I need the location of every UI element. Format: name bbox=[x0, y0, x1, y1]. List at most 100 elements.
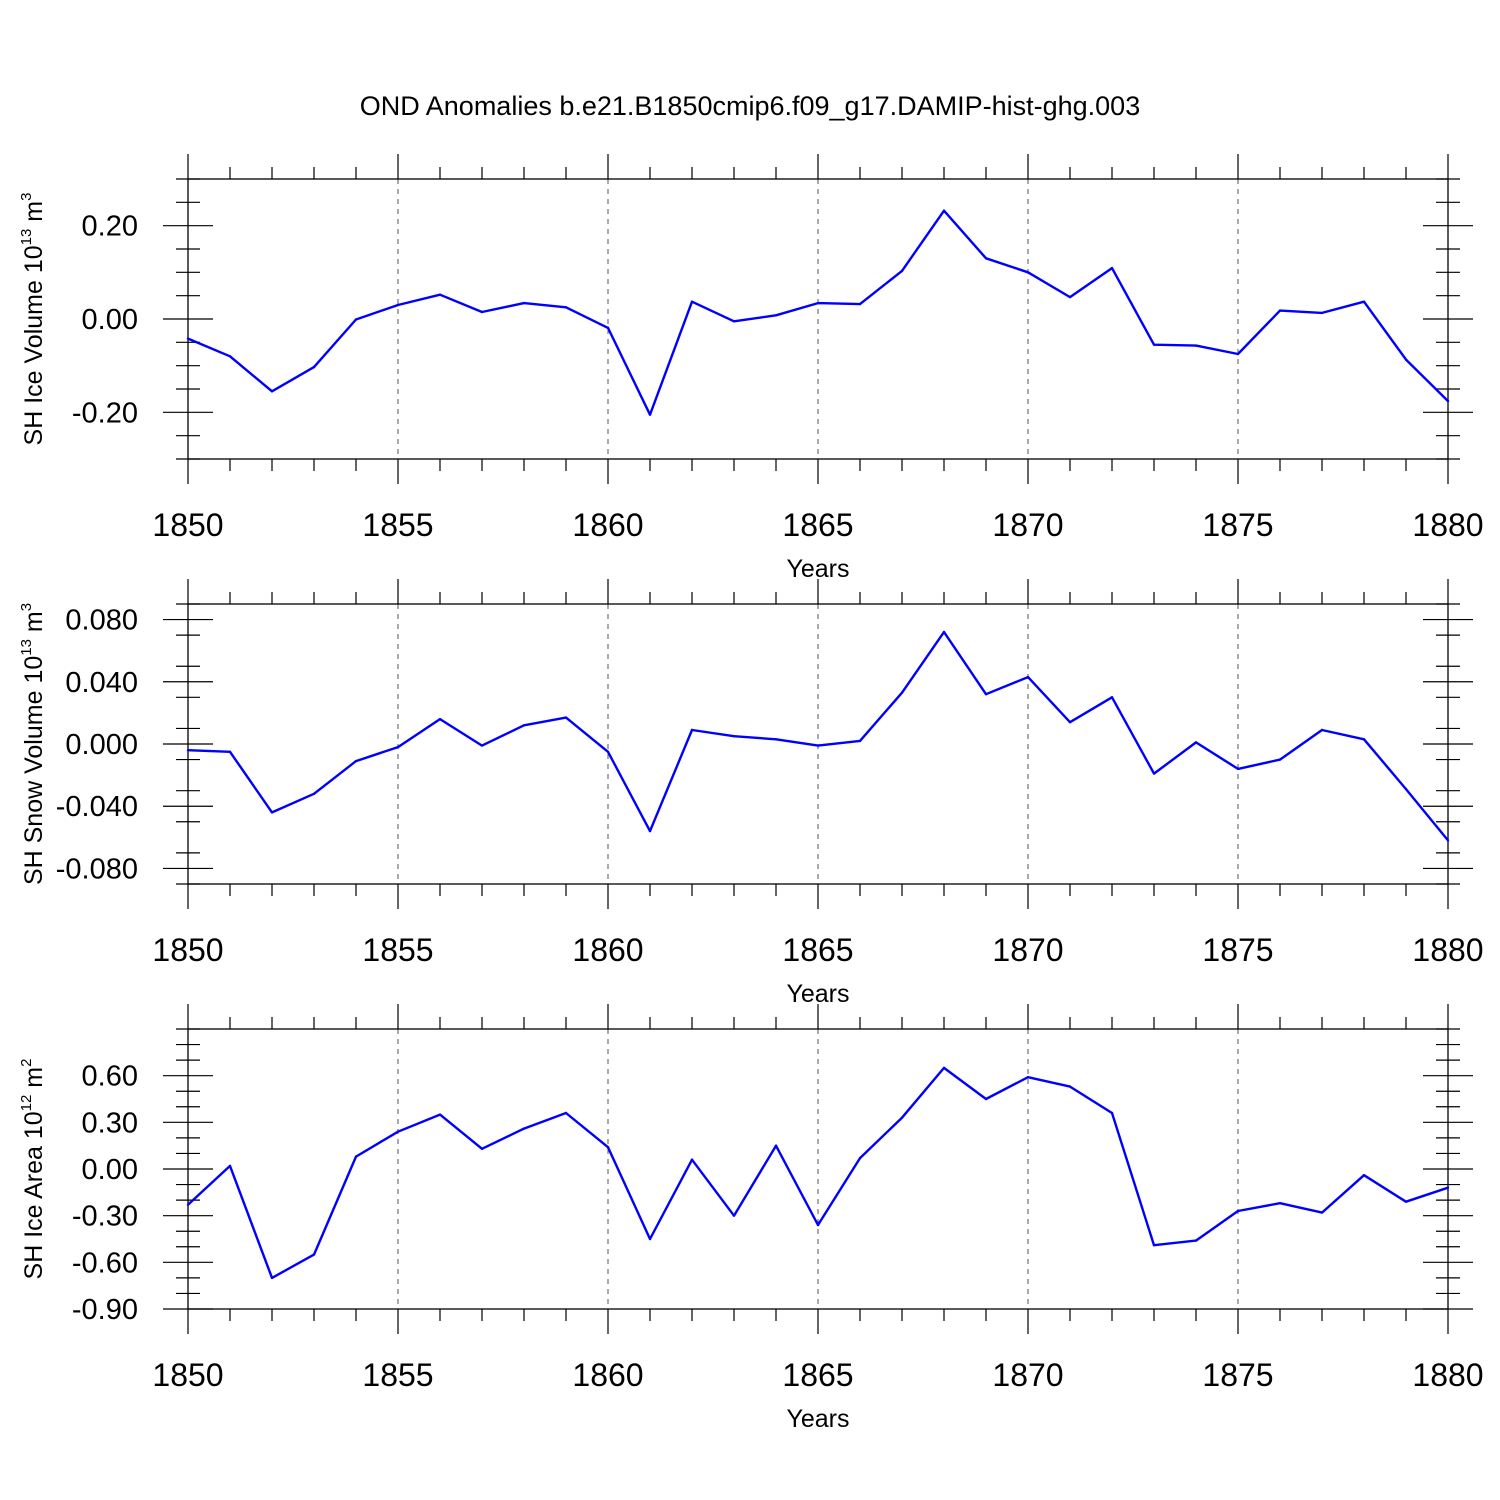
data-point-ice-area-1862 bbox=[690, 1158, 694, 1161]
y-tick-label--0.30: -0.30 bbox=[72, 1201, 138, 1233]
data-point-ice-volume-1877 bbox=[1320, 311, 1324, 315]
data-point-ice-volume-1875 bbox=[1236, 352, 1240, 356]
data-point-ice-area-1873 bbox=[1152, 1244, 1156, 1247]
data-point-snow-volume-1855 bbox=[396, 745, 400, 749]
data-point-ice-volume-1851 bbox=[228, 355, 232, 358]
data-point-snow-volume-1871 bbox=[1068, 721, 1072, 724]
data-point-ice-area-1874 bbox=[1194, 1239, 1198, 1242]
data-point-ice-area-1864 bbox=[774, 1144, 778, 1147]
data-point-snow-volume-1860 bbox=[606, 750, 610, 753]
x-tick-label-1870: 1870 bbox=[992, 932, 1063, 968]
data-point-ice-volume-1864 bbox=[774, 314, 778, 317]
data-point-snow-volume-1852 bbox=[270, 811, 274, 814]
data-point-ice-area-1859 bbox=[564, 1111, 568, 1115]
data-point-ice-area-1875 bbox=[1236, 1209, 1240, 1213]
data-point-ice-area-1860 bbox=[606, 1146, 610, 1149]
data-point-ice-volume-1874 bbox=[1194, 344, 1198, 347]
data-point-ice-volume-1861 bbox=[648, 413, 652, 416]
data-point-ice-area-1854 bbox=[354, 1155, 358, 1158]
data-point-snow-volume-1867 bbox=[900, 691, 904, 694]
data-point-ice-volume-1856 bbox=[438, 293, 442, 296]
x-tick-label-1850: 1850 bbox=[152, 507, 223, 543]
y-tick-label--0.040: -0.040 bbox=[56, 791, 138, 823]
y-tick-label-0.00: 0.00 bbox=[82, 1154, 138, 1186]
data-point-ice-volume-1867 bbox=[900, 269, 904, 273]
data-point-ice-volume-1859 bbox=[564, 306, 568, 309]
y-tick-label-0.080: 0.080 bbox=[65, 605, 138, 637]
data-point-snow-volume-1873 bbox=[1152, 772, 1156, 775]
x-tick-label-1870: 1870 bbox=[992, 507, 1063, 543]
data-point-ice-volume-1863 bbox=[732, 320, 736, 323]
x-tick-label-1875: 1875 bbox=[1202, 932, 1273, 968]
data-point-ice-volume-1855 bbox=[396, 303, 400, 307]
data-point-ice-volume-1860 bbox=[606, 326, 610, 330]
y-tick-label--0.080: -0.080 bbox=[56, 853, 138, 885]
data-point-ice-area-1876 bbox=[1278, 1202, 1282, 1205]
data-point-ice-area-1870 bbox=[1026, 1076, 1030, 1079]
x-tick-label-1860: 1860 bbox=[572, 507, 643, 543]
x-tick-label-1850: 1850 bbox=[152, 932, 223, 968]
data-point-ice-volume-1865 bbox=[816, 301, 820, 305]
data-point-ice-area-1850 bbox=[186, 1203, 190, 1206]
x-tick-label-1880: 1880 bbox=[1412, 1357, 1483, 1393]
data-point-ice-area-1863 bbox=[732, 1214, 736, 1217]
data-point-snow-volume-1861 bbox=[648, 829, 652, 833]
data-point-snow-volume-1880 bbox=[1446, 839, 1450, 842]
y-tick-label-0.040: 0.040 bbox=[65, 667, 138, 699]
data-point-snow-volume-1877 bbox=[1320, 728, 1324, 732]
x-tick-label-1855: 1855 bbox=[362, 932, 433, 968]
data-point-snow-volume-1864 bbox=[774, 738, 778, 741]
y-axis-title: SH Snow Volume 1013 m3 bbox=[18, 603, 48, 885]
data-point-snow-volume-1854 bbox=[354, 759, 358, 763]
data-point-snow-volume-1878 bbox=[1362, 738, 1366, 741]
data-point-ice-volume-1857 bbox=[480, 310, 484, 314]
y-axis-title: SH Ice Volume 1013 m3 bbox=[18, 193, 48, 446]
data-point-snow-volume-1850 bbox=[186, 749, 190, 752]
data-point-ice-area-1867 bbox=[900, 1116, 904, 1119]
data-point-ice-area-1878 bbox=[1362, 1174, 1366, 1177]
data-point-ice-area-1858 bbox=[522, 1127, 526, 1130]
data-point-snow-volume-1866 bbox=[858, 739, 862, 743]
data-point-ice-area-1868 bbox=[942, 1066, 946, 1070]
data-point-snow-volume-1869 bbox=[984, 693, 988, 696]
data-point-ice-area-1880 bbox=[1446, 1186, 1450, 1189]
x-tick-label-1855: 1855 bbox=[362, 507, 433, 543]
data-point-snow-volume-1872 bbox=[1110, 696, 1114, 699]
x-axis-title: Years bbox=[786, 555, 849, 583]
x-tick-label-1850: 1850 bbox=[152, 1357, 223, 1393]
x-tick-label-1860: 1860 bbox=[572, 932, 643, 968]
x-tick-label-1865: 1865 bbox=[782, 1357, 853, 1393]
y-tick-label-0.00: 0.00 bbox=[82, 304, 138, 336]
panel-ice-volume: -0.20 0.00 0.20 1850 1855 1860 1865 1870 1875 188… bbox=[18, 154, 1484, 583]
y-tick-label--0.20: -0.20 bbox=[72, 397, 138, 429]
y-tick-label-0.30: 0.30 bbox=[82, 1107, 138, 1139]
data-point-ice-volume-1868 bbox=[942, 209, 946, 212]
data-point-ice-volume-1878 bbox=[1362, 300, 1366, 303]
x-axis-title: Years bbox=[786, 980, 849, 1008]
data-point-ice-volume-1879 bbox=[1404, 358, 1408, 361]
x-tick-label-1870: 1870 bbox=[992, 1357, 1063, 1393]
data-point-ice-volume-1858 bbox=[522, 301, 526, 305]
data-point-snow-volume-1853 bbox=[312, 792, 316, 795]
data-point-ice-volume-1853 bbox=[312, 365, 316, 369]
chart-title: OND Anomalies b.e21.B1850cmip6.f09_g17.D… bbox=[360, 91, 1140, 121]
data-point-ice-volume-1866 bbox=[858, 302, 862, 306]
data-point-ice-volume-1870 bbox=[1026, 271, 1030, 274]
data-point-ice-volume-1862 bbox=[690, 300, 694, 303]
data-point-ice-area-1856 bbox=[438, 1113, 442, 1116]
data-point-snow-volume-1875 bbox=[1236, 767, 1240, 771]
data-point-ice-area-1855 bbox=[396, 1130, 400, 1133]
x-tick-label-1860: 1860 bbox=[572, 1357, 643, 1393]
data-point-snow-volume-1865 bbox=[816, 744, 820, 747]
data-point-ice-area-1865 bbox=[816, 1223, 820, 1227]
data-point-ice-area-1852 bbox=[270, 1276, 274, 1280]
x-tick-label-1865: 1865 bbox=[782, 932, 853, 968]
data-point-ice-area-1857 bbox=[480, 1147, 484, 1150]
panels: -0.20 0.00 0.20 1850 1855 1860 1865 1870 1875 188… bbox=[18, 154, 1484, 1433]
data-point-ice-area-1872 bbox=[1110, 1111, 1114, 1115]
data-point-ice-volume-1869 bbox=[984, 257, 988, 260]
data-point-snow-volume-1870 bbox=[1026, 675, 1030, 679]
data-point-snow-volume-1851 bbox=[228, 750, 232, 753]
data-point-ice-area-1871 bbox=[1068, 1085, 1072, 1088]
